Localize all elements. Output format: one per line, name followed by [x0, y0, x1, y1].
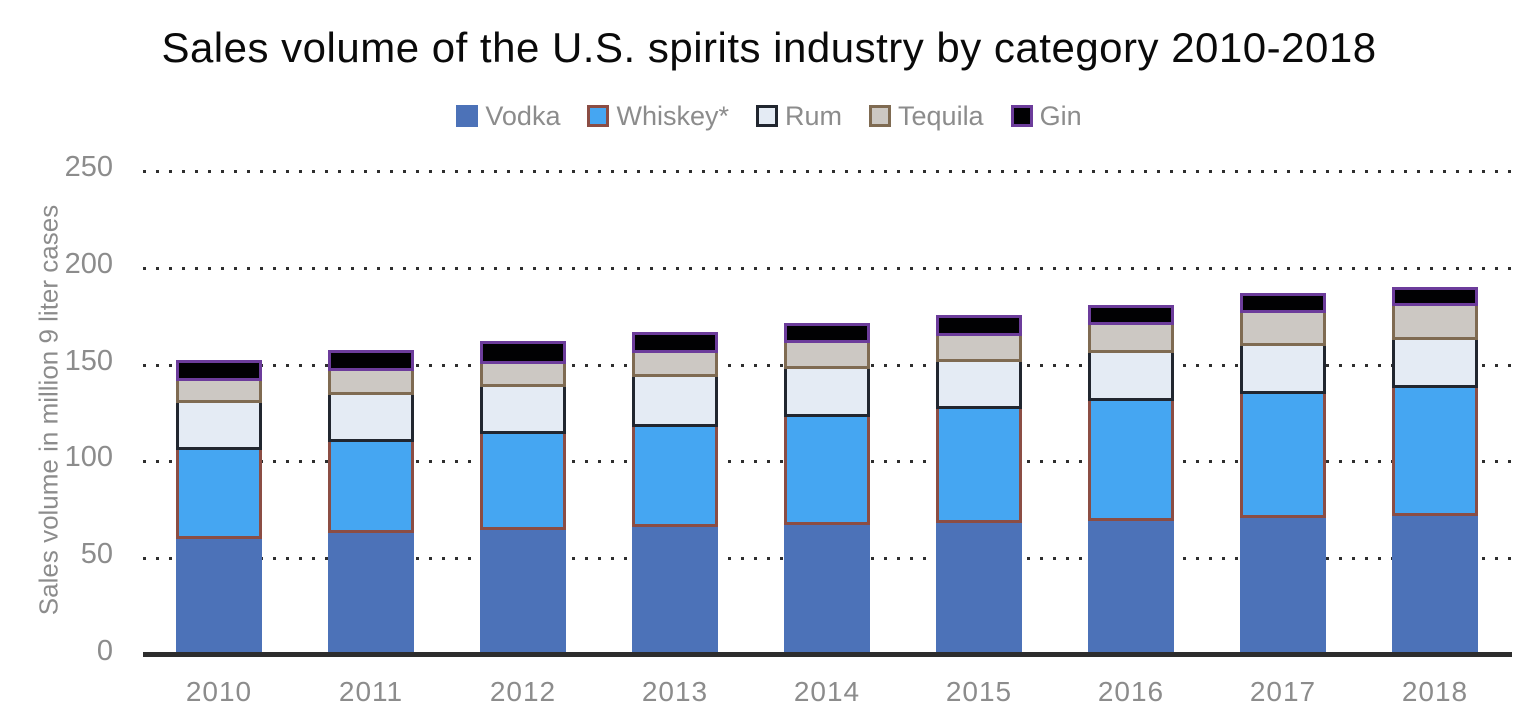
bar-segment-rum-2016	[1088, 353, 1174, 402]
bar-2014	[784, 323, 870, 655]
x-tick-label-2015: 2015	[945, 676, 1013, 707]
bar-segment-vodka-2014	[784, 525, 870, 655]
bar-segment-vodka-2018	[1392, 515, 1478, 655]
y-tick-label-150: 150	[64, 344, 113, 377]
legend-item-vodka: Vodka	[456, 100, 561, 131]
y-tick-label-200: 200	[64, 247, 113, 280]
legend-swatch-gin-icon	[1010, 105, 1033, 127]
legend-label-whiskey: Whiskey*	[616, 100, 729, 131]
bar-segment-gin-2011	[328, 350, 414, 372]
x-tick-label-2014: 2014	[793, 676, 861, 707]
bar-segment-rum-2011	[328, 394, 414, 443]
bar-segment-vodka-2011	[328, 533, 414, 655]
x-tick-label-2011: 2011	[338, 676, 404, 707]
bar-segment-gin-2010	[176, 359, 262, 382]
bar-segment-rum-2015	[936, 361, 1022, 410]
bar-segment-rum-2017	[1240, 346, 1326, 394]
bar-segment-tequila-2012	[480, 363, 566, 387]
bar-segment-tequila-2017	[1240, 313, 1326, 347]
bar-segment-gin-2014	[784, 323, 870, 344]
bar-segment-tequila-2016	[1088, 324, 1174, 353]
bar-segment-whiskey-2014	[784, 416, 870, 526]
bar-2010	[176, 359, 262, 655]
legend-label-tequila: Tequila	[898, 100, 984, 131]
x-tick-label-2013: 2013	[641, 676, 709, 707]
bar-segment-tequila-2010	[176, 381, 262, 404]
y-tick-label-250: 250	[64, 151, 113, 183]
x-tick-label-2018: 2018	[1401, 676, 1469, 707]
legend: Vodka Whiskey* Rum Tequila Gin	[0, 100, 1538, 132]
x-tick-label-2016: 2016	[1097, 676, 1165, 707]
bar-segment-vodka-2010	[176, 538, 262, 655]
bar-segment-vodka-2013	[632, 527, 718, 655]
bar-segment-rum-2014	[784, 368, 870, 417]
legend-item-whiskey: Whiskey*	[587, 100, 729, 131]
bar-segment-vodka-2017	[1240, 517, 1326, 655]
bar-segment-gin-2015	[936, 315, 1022, 336]
legend-label-gin: Gin	[1039, 100, 1082, 131]
plot-area	[143, 170, 1512, 655]
x-tick-label-2010: 2010	[185, 676, 253, 707]
bar-2017	[1240, 293, 1326, 655]
gridline-200	[143, 266, 1512, 270]
y-tick-label-50: 50	[80, 538, 113, 571]
bar-segment-tequila-2018	[1392, 305, 1478, 341]
bar-segment-vodka-2012	[480, 530, 566, 655]
bar-segment-whiskey-2013	[632, 426, 718, 528]
bar-2015	[936, 315, 1022, 655]
legend-swatch-vodka-icon	[456, 105, 479, 127]
legend-label-rum: Rum	[785, 100, 843, 131]
bar-segment-vodka-2015	[936, 523, 1022, 655]
bar-segment-gin-2016	[1088, 304, 1174, 325]
bar-segment-whiskey-2010	[176, 449, 262, 539]
bar-segment-tequila-2013	[632, 353, 718, 378]
bar-segment-tequila-2014	[784, 343, 870, 369]
x-tick-label-2012: 2012	[489, 676, 557, 707]
bar-segment-gin-2013	[632, 331, 718, 354]
x-axis-line	[143, 652, 1512, 657]
bar-segment-rum-2012	[480, 386, 566, 435]
legend-item-tequila: Tequila	[869, 100, 984, 131]
bar-2018	[1392, 287, 1478, 655]
bar-segment-whiskey-2012	[480, 434, 566, 531]
bar-segment-rum-2010	[176, 403, 262, 450]
bar-segment-whiskey-2018	[1392, 387, 1478, 516]
legend-item-rum: Rum	[756, 100, 843, 131]
bar-2013	[632, 331, 718, 655]
bar-segment-whiskey-2011	[328, 442, 414, 534]
bar-segment-vodka-2016	[1088, 521, 1174, 655]
bar-segment-rum-2013	[632, 377, 718, 427]
bar-segment-rum-2018	[1392, 340, 1478, 388]
bar-segment-gin-2012	[480, 341, 566, 364]
legend-item-gin: Gin	[1010, 100, 1082, 131]
bar-2011	[328, 350, 414, 655]
legend-swatch-whiskey-icon	[587, 105, 610, 127]
legend-swatch-tequila-icon	[869, 105, 892, 127]
bar-segment-whiskey-2015	[936, 409, 1022, 524]
bar-segment-gin-2018	[1392, 287, 1478, 306]
bar-segment-tequila-2011	[328, 371, 414, 395]
bar-segment-tequila-2015	[936, 335, 1022, 362]
x-tick-label-2017: 2017	[1249, 676, 1317, 707]
legend-swatch-rum-icon	[756, 105, 778, 127]
bar-2012	[480, 341, 566, 655]
bar-segment-whiskey-2016	[1088, 401, 1174, 522]
chart-title: Sales volume of the U.S. spirits industr…	[161, 24, 1377, 71]
bar-segment-whiskey-2017	[1240, 393, 1326, 518]
legend-label-vodka: Vodka	[485, 100, 561, 131]
y-tick-label-100: 100	[64, 441, 113, 474]
gridline-250	[143, 170, 1512, 173]
y-tick-label-0: 0	[96, 635, 113, 667]
bar-2016	[1088, 304, 1174, 655]
bar-segment-gin-2017	[1240, 293, 1326, 314]
